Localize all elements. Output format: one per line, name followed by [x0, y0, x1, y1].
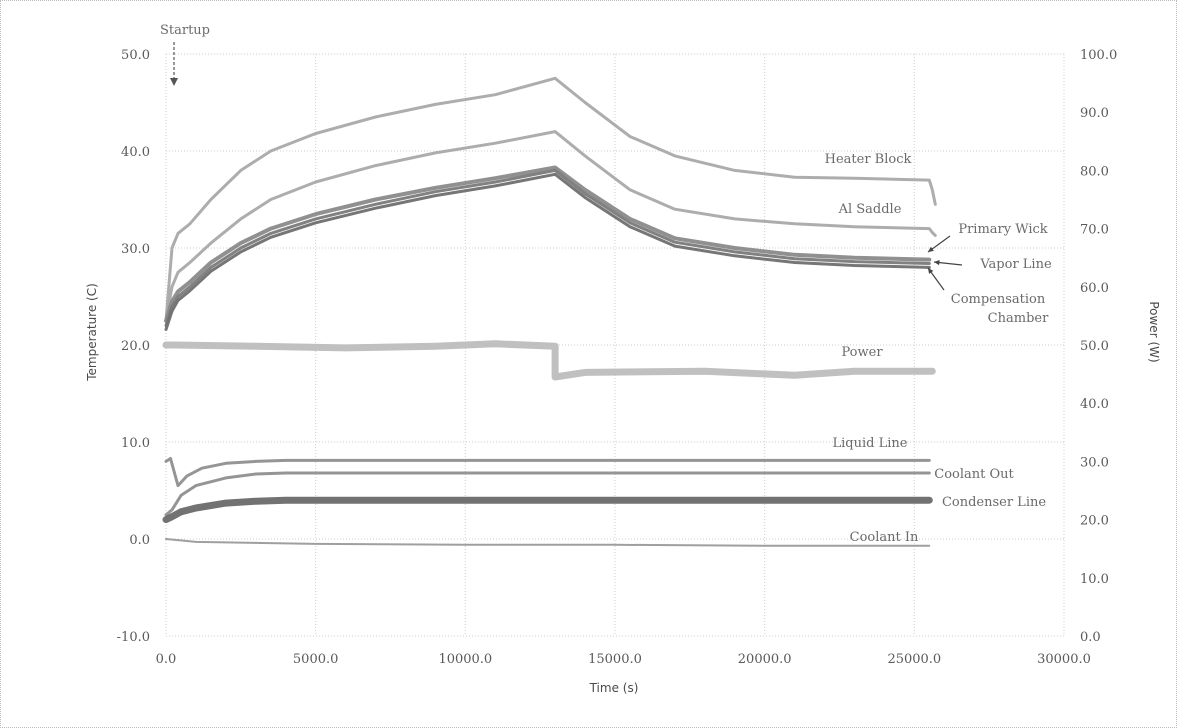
series-label-coolant-out: Coolant Out: [934, 467, 1014, 482]
x-tick-label: 30000.0: [1037, 652, 1091, 667]
x-tick-label: 0.0: [156, 652, 177, 667]
y-tick-label: 0.0: [129, 533, 150, 548]
label-arrowhead-vapor-line: [934, 259, 940, 266]
series-line-heater-block: [164, 76, 937, 323]
y2-tick-label: 90.0: [1080, 106, 1109, 121]
series-label-vapor-line: Vapor Line: [979, 257, 1052, 272]
series-line-liquid-line: [164, 457, 931, 488]
series-layer: [162, 76, 937, 547]
x-tick-labels: 0.0 5000.0 10000.0 15000.0 20000.0 25000.0 300…: [156, 652, 1091, 667]
y2-tick-labels: 0.0 10.0 20.0 30.0 40.0 50.0 60.0 70.0 80.0 90.0 1…: [1080, 48, 1117, 645]
y2-tick-label: 10.0: [1080, 572, 1109, 587]
series-line-coolant-in: [165, 538, 931, 547]
y2-tick-label: 60.0: [1080, 281, 1109, 296]
y2-tick-label: 40.0: [1080, 397, 1109, 412]
startup-label: Startup: [160, 23, 210, 38]
x-tick-label: 15000.0: [588, 652, 642, 667]
series-line-power: [162, 340, 936, 381]
series-labels: Heater Block Al Saddle Primary Wick Vapor L…: [825, 152, 1052, 545]
y-tick-label: 10.0: [121, 436, 150, 451]
y-tick-label: -10.0: [117, 630, 150, 645]
y-tick-label: 30.0: [121, 242, 150, 257]
series-label-power: Power: [841, 345, 883, 360]
y-tick-labels: -10.0 0.0 10.0 20.0 30.0 40.0 50.0: [117, 48, 150, 645]
series-line-coolant-out: [164, 471, 931, 517]
series-line-compensation-chamber: [164, 172, 931, 331]
series-label-primary-wick: Primary Wick: [958, 222, 1047, 237]
y-axis-title: Temperature (C): [85, 283, 99, 382]
y-tick-label: 20.0: [121, 339, 150, 354]
series-line-primary-wick: [164, 165, 932, 323]
y2-tick-label: 70.0: [1080, 223, 1109, 238]
series-label-compensation-chamber: Compensation Chamber: [951, 292, 1049, 326]
x-tick-label: 5000.0: [293, 652, 339, 667]
x-axis-title: Time (s): [589, 681, 639, 695]
y2-tick-label: 0.0: [1080, 630, 1101, 645]
label-arrowhead-primary-wick: [928, 246, 934, 252]
series-line-al-saddle: [164, 130, 937, 323]
series-label-heater-block: Heater Block: [825, 152, 912, 167]
startup-annotation: Startup: [160, 23, 210, 86]
y-tick-label: 40.0: [121, 145, 150, 160]
series-label-al-saddle: Al Saddle: [838, 202, 902, 217]
series-label-liquid-line: Liquid Line: [833, 436, 908, 451]
series-line-vapor-line: [164, 168, 931, 328]
x-tick-label: 20000.0: [738, 652, 792, 667]
y-tick-label: 50.0: [121, 48, 150, 63]
y2-tick-label: 50.0: [1080, 339, 1109, 354]
label-arrowhead-compensation-chamber: [928, 268, 934, 274]
series-label-condenser-line: Condenser Line: [942, 495, 1046, 510]
y2-tick-label: 100.0: [1080, 48, 1117, 63]
startup-arrowhead: [170, 78, 178, 86]
series-line-condenser-line: [162, 496, 933, 524]
x-tick-label: 25000.0: [887, 652, 941, 667]
y2-tick-label: 30.0: [1080, 455, 1109, 470]
y2-axis-title: Power (W): [1147, 301, 1161, 362]
x-tick-label: 10000.0: [438, 652, 492, 667]
y2-tick-label: 80.0: [1080, 164, 1109, 179]
y2-tick-label: 20.0: [1080, 514, 1109, 529]
series-label-coolant-in: Coolant In: [850, 530, 919, 545]
